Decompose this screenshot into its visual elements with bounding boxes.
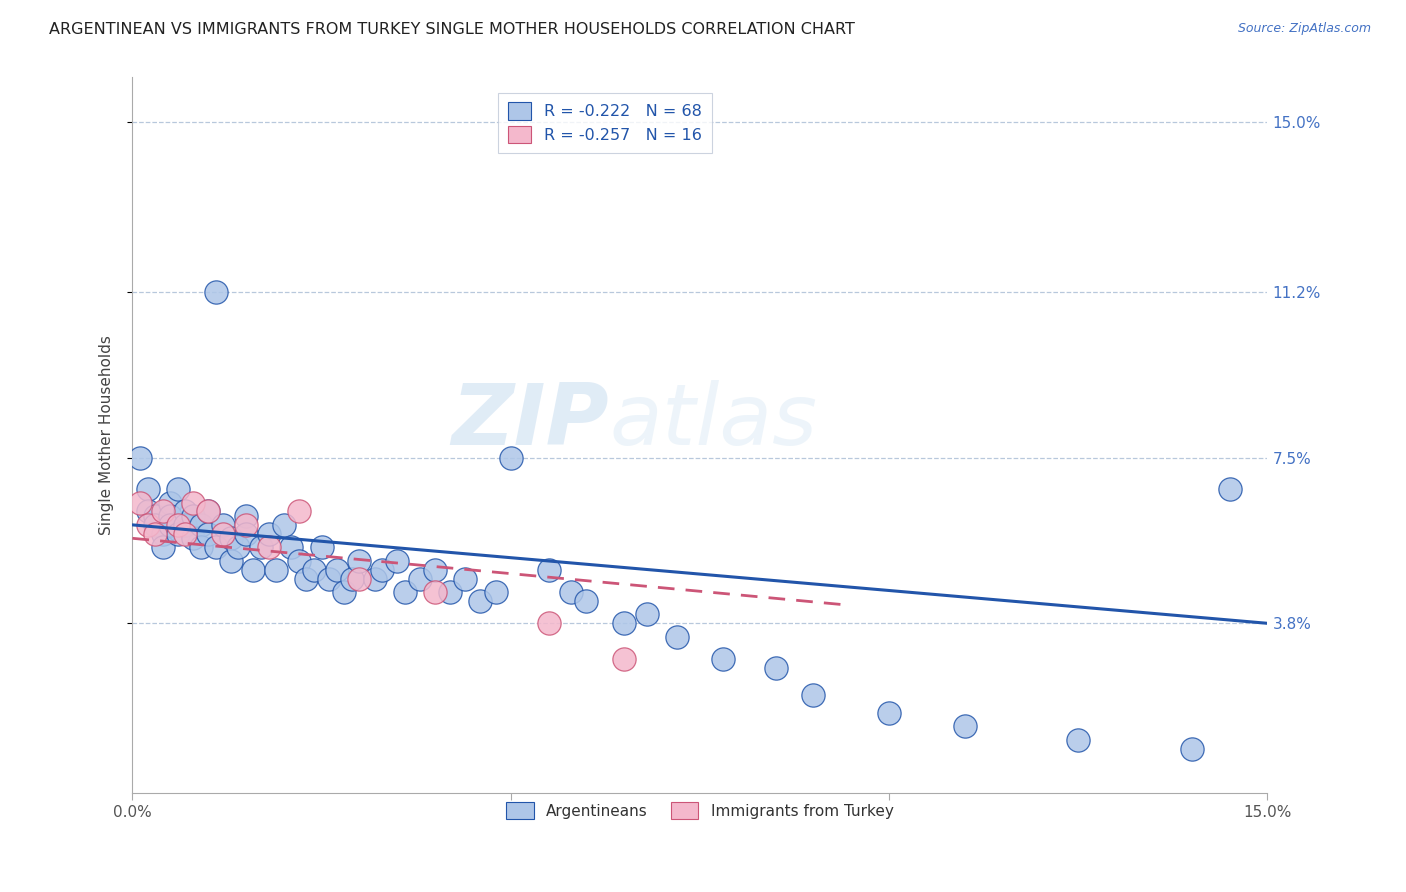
Point <box>257 541 280 555</box>
Point <box>636 607 658 622</box>
Point <box>560 585 582 599</box>
Point <box>136 517 159 532</box>
Text: Source: ZipAtlas.com: Source: ZipAtlas.com <box>1237 22 1371 36</box>
Point <box>394 585 416 599</box>
Point <box>280 541 302 555</box>
Point <box>181 508 204 523</box>
Point <box>1181 741 1204 756</box>
Text: ZIP: ZIP <box>451 380 609 463</box>
Point <box>302 563 325 577</box>
Point <box>181 531 204 545</box>
Point <box>333 585 356 599</box>
Point <box>311 541 333 555</box>
Point <box>340 572 363 586</box>
Point <box>454 572 477 586</box>
Point <box>174 504 197 518</box>
Point <box>159 495 181 509</box>
Point <box>423 563 446 577</box>
Point <box>152 526 174 541</box>
Point <box>235 526 257 541</box>
Point <box>181 495 204 509</box>
Point <box>143 508 166 523</box>
Point <box>235 517 257 532</box>
Point <box>470 594 492 608</box>
Point <box>499 450 522 465</box>
Point <box>666 630 689 644</box>
Point <box>711 652 734 666</box>
Point <box>197 504 219 518</box>
Point <box>219 531 242 545</box>
Point <box>174 517 197 532</box>
Point <box>190 541 212 555</box>
Point <box>212 526 235 541</box>
Point <box>349 554 371 568</box>
Point <box>1219 482 1241 496</box>
Point <box>613 616 636 631</box>
Point <box>228 541 250 555</box>
Point <box>288 504 311 518</box>
Point <box>537 563 560 577</box>
Point <box>1067 732 1090 747</box>
Y-axis label: Single Mother Households: Single Mother Households <box>100 335 114 535</box>
Point <box>166 517 188 532</box>
Point <box>485 585 508 599</box>
Point <box>613 652 636 666</box>
Point <box>575 594 598 608</box>
Point <box>136 482 159 496</box>
Point <box>273 517 295 532</box>
Point <box>166 482 188 496</box>
Point <box>129 495 152 509</box>
Point <box>219 554 242 568</box>
Point <box>212 517 235 532</box>
Point <box>143 526 166 541</box>
Point <box>136 504 159 518</box>
Point <box>152 541 174 555</box>
Point <box>387 554 409 568</box>
Point <box>288 554 311 568</box>
Point <box>257 526 280 541</box>
Point <box>152 504 174 518</box>
Point <box>877 706 900 720</box>
Point <box>423 585 446 599</box>
Point <box>765 661 787 675</box>
Point <box>439 585 461 599</box>
Point <box>264 563 287 577</box>
Point <box>371 563 394 577</box>
Text: ARGENTINEAN VS IMMIGRANTS FROM TURKEY SINGLE MOTHER HOUSEHOLDS CORRELATION CHART: ARGENTINEAN VS IMMIGRANTS FROM TURKEY SI… <box>49 22 855 37</box>
Point <box>537 616 560 631</box>
Point <box>295 572 318 586</box>
Point <box>143 517 166 532</box>
Point <box>409 572 432 586</box>
Point <box>197 526 219 541</box>
Point <box>349 572 371 586</box>
Point <box>318 572 340 586</box>
Point <box>204 541 226 555</box>
Point <box>204 285 226 300</box>
Point <box>325 563 347 577</box>
Point <box>197 504 219 518</box>
Point <box>159 508 181 523</box>
Point <box>363 572 385 586</box>
Text: atlas: atlas <box>609 380 817 463</box>
Legend: Argentineans, Immigrants from Turkey: Argentineans, Immigrants from Turkey <box>501 797 900 825</box>
Point <box>953 719 976 733</box>
Point <box>235 508 257 523</box>
Point <box>250 541 273 555</box>
Point <box>242 563 264 577</box>
Point <box>174 526 197 541</box>
Point <box>159 517 181 532</box>
Point <box>129 450 152 465</box>
Point <box>190 517 212 532</box>
Point <box>166 526 188 541</box>
Point <box>803 688 825 702</box>
